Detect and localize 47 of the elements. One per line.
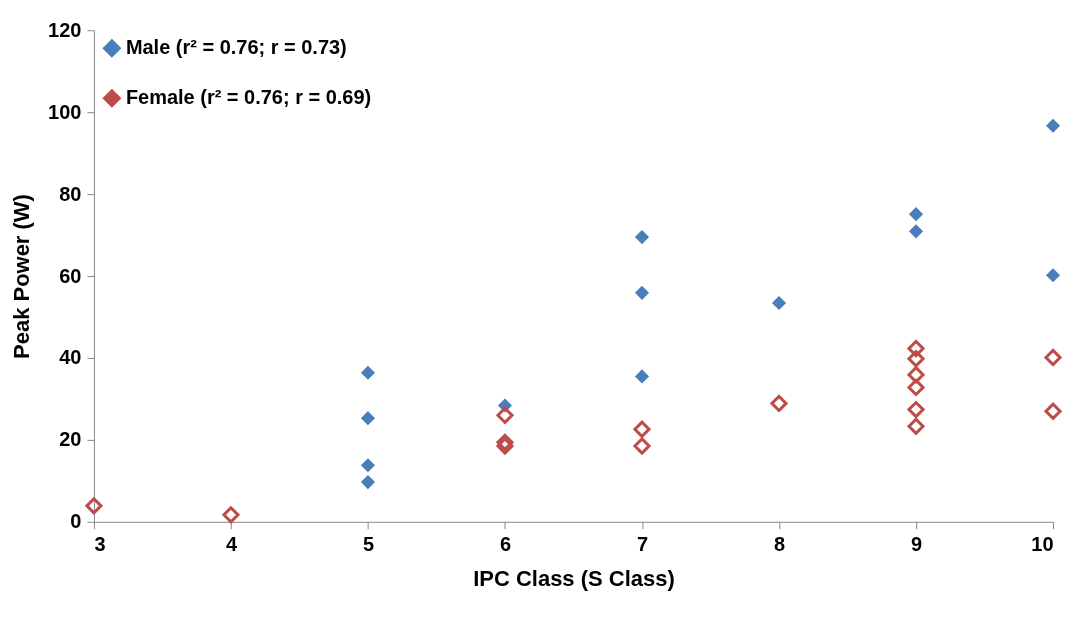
point [496,406,514,424]
point [1045,268,1061,283]
y-axis-title: Peak Power (W) [9,194,35,359]
point [908,207,924,222]
y-tick-label: 60 [59,264,82,287]
x-tick-label: 6 [499,533,512,556]
point [634,369,650,384]
x-tick-label: 10 [1031,533,1054,556]
point [222,506,240,524]
point [1044,402,1062,420]
point [907,366,925,384]
point [360,475,376,490]
x-tick-label: 8 [773,533,786,556]
point [907,350,925,368]
y-tick-label: 20 [59,428,82,451]
y-tick-label: 100 [48,100,82,123]
point [360,365,376,380]
x-axis-title: IPC Class (S Class) [473,566,675,592]
point [633,437,651,455]
point [770,394,788,412]
x-tick-label: 5 [362,533,374,556]
y-tick-label: 80 [59,182,82,205]
point [633,420,651,438]
legend-label: Male (r² = 0.76; r = 0.73) [125,36,347,59]
point [907,378,925,396]
point [496,437,514,455]
point [85,497,103,515]
point [907,339,925,358]
x-tick-label: 9 [910,533,923,556]
y-tick-label: 40 [59,346,82,369]
point [634,285,650,300]
x-tick-label: 7 [636,533,649,556]
point [496,433,514,451]
point [907,417,925,435]
point [360,458,376,473]
point [907,401,925,419]
y-tick-label: 0 [70,510,82,533]
point [1044,348,1062,367]
point [360,411,376,426]
legend-label: Female (r² = 0.76; r = 0.69) [125,86,372,109]
x-tick-label: 3 [94,533,106,556]
point [1045,118,1061,133]
y-tick-label: 120 [48,18,82,41]
x-tick-label: 4 [225,533,237,556]
point [771,295,787,311]
point [634,230,650,245]
point [908,224,924,239]
